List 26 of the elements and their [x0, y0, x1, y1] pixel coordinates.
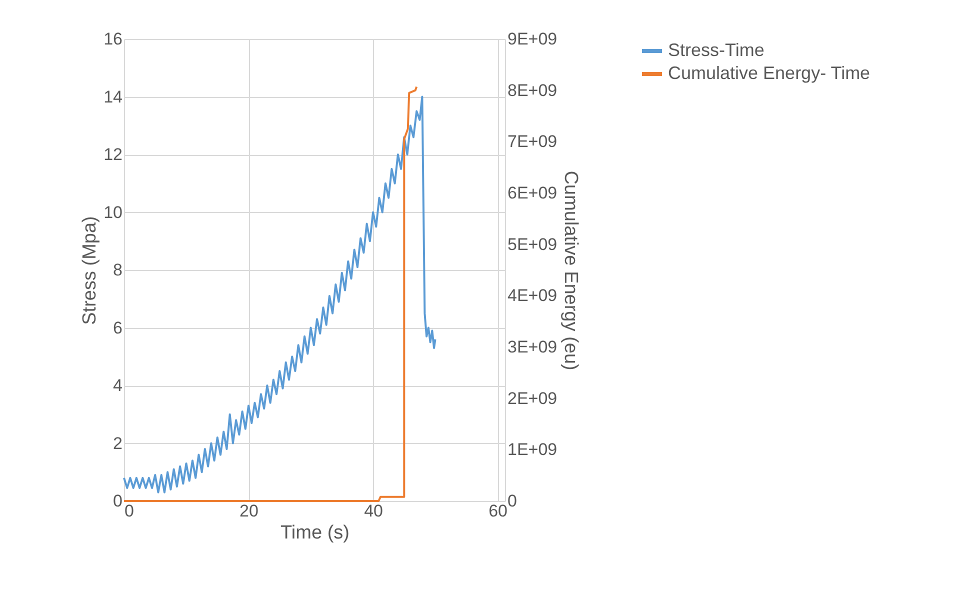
x-tick-label: 0: [124, 502, 134, 520]
y2-tick-label: 7E+09: [508, 132, 558, 152]
legend-label: Stress-Time: [668, 40, 764, 60]
y2-tick-label: 8E+09: [508, 80, 558, 100]
y-tick-label: 4: [113, 376, 122, 395]
y-tick-label: 6: [113, 318, 122, 338]
y2-tick-label: 2E+09: [508, 388, 558, 408]
y-axis-title: Stress (Mpa): [80, 216, 101, 325]
x-tick-label: 60: [488, 502, 508, 520]
y-tick-label: 10: [104, 202, 122, 222]
y-tick-label: 8: [113, 260, 122, 280]
y-tick-label: 12: [104, 145, 122, 164]
y-tick-label: 14: [104, 87, 122, 106]
legend-label: Cumulative Energy- Time: [668, 63, 870, 83]
y-tick-label: 16: [104, 30, 122, 48]
y2-tick-label: 1E+09: [508, 440, 558, 460]
y2-tick-label: 6E+09: [508, 184, 558, 202]
y2-tick-label: 5E+09: [508, 234, 558, 254]
x-tick-label: 20: [240, 502, 258, 520]
x-tick-label: 40: [364, 502, 383, 520]
x-axis-title: Time (s): [280, 522, 350, 544]
y-tick-label: 2: [113, 434, 122, 453]
y2-tick-label: 9E+09: [508, 30, 558, 48]
y2-tick-label: 4E+09: [508, 286, 558, 306]
y2-tick-label: 3E+09: [508, 338, 558, 356]
y2-axis-title: Cumulative Energy (eu): [560, 170, 582, 370]
